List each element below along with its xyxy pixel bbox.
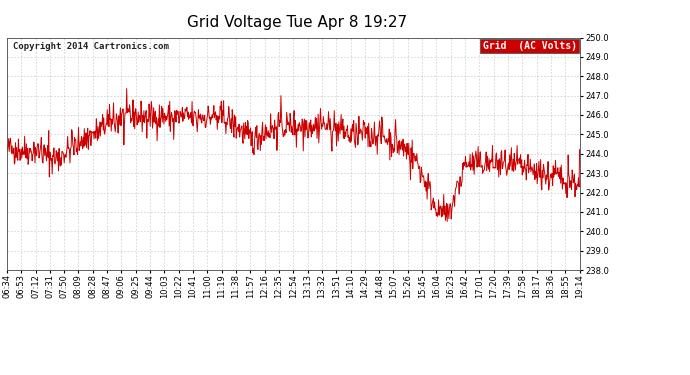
Text: Grid  (AC Volts): Grid (AC Volts) [483, 41, 577, 51]
Text: Grid Voltage Tue Apr 8 19:27: Grid Voltage Tue Apr 8 19:27 [186, 15, 407, 30]
Text: Copyright 2014 Cartronics.com: Copyright 2014 Cartronics.com [12, 42, 168, 51]
